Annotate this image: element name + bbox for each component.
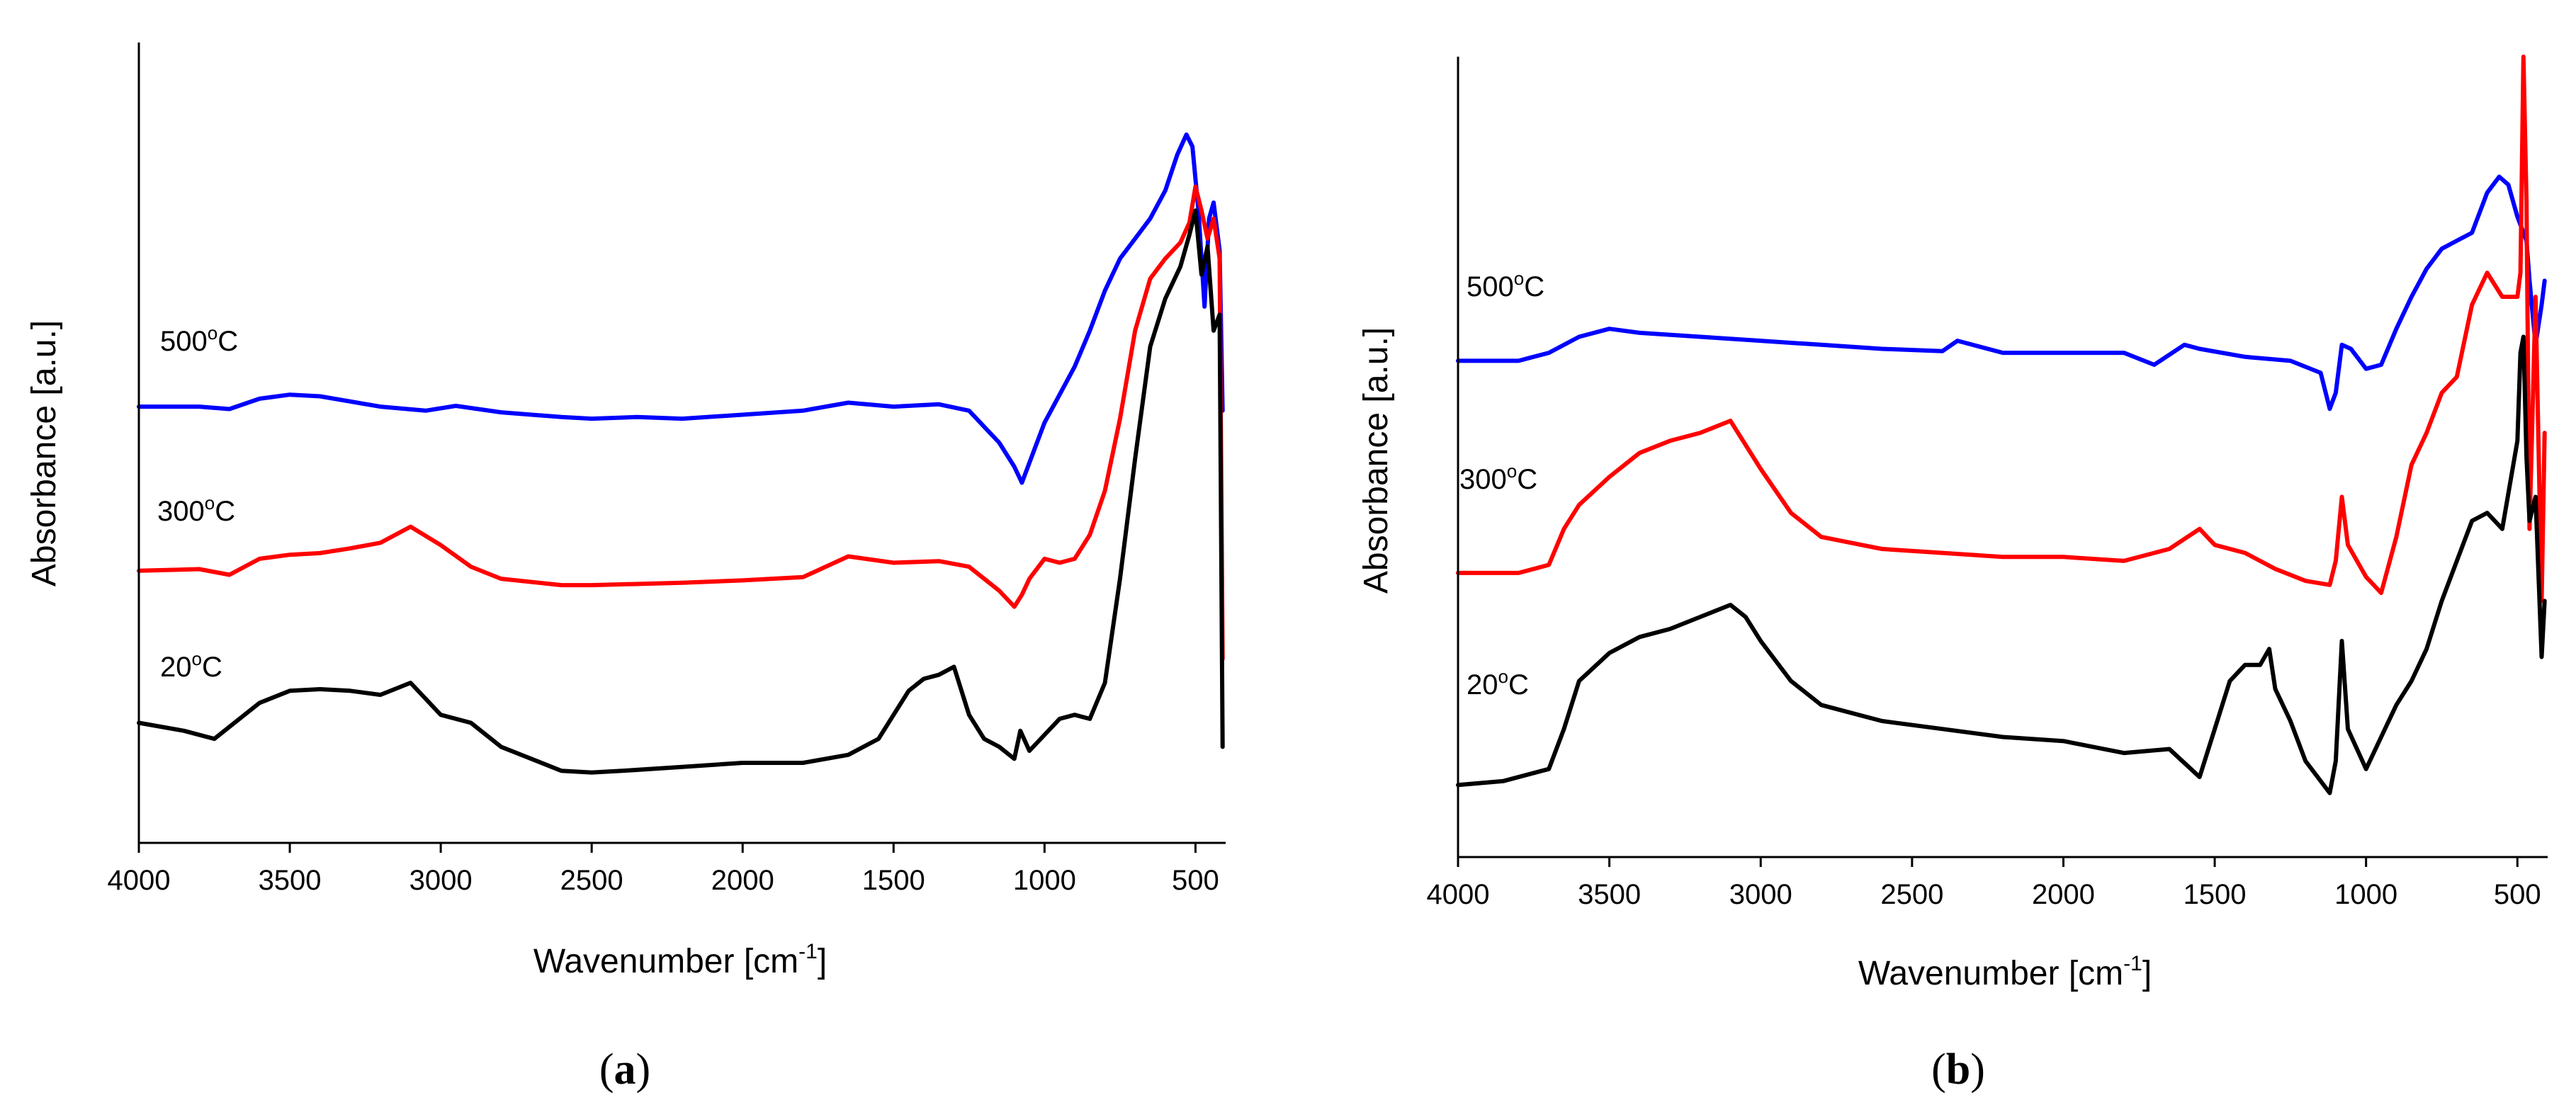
x-tick-label-3000: 3000 [409, 865, 473, 896]
series-line-20C [1456, 334, 2547, 795]
x-axis-label-tail-a: ] [818, 943, 827, 980]
panel-label-b: (b) [1931, 1045, 1985, 1094]
x-ticks-a: 4000 3500 3000 2500 2000 1500 1000 500 [108, 843, 1219, 896]
x-tick-label-500: 500 [2494, 879, 2541, 910]
panel-b: Absorbance [a.u.] 500oC 300oC 20oC 4000 350… [1357, 55, 2548, 1094]
series-line-20C [137, 208, 1225, 775]
y-axis-label-a: Absorbance [a.u.] [26, 320, 63, 586]
panel-label-a: (a) [599, 1045, 650, 1094]
x-axis-label-main-a: Wavenumber [cm [533, 943, 798, 980]
series-line-300C [137, 184, 1225, 662]
x-tick-label-1000: 1000 [1013, 865, 1076, 896]
x-tick-label-1500: 1500 [862, 865, 925, 896]
x-tick-label-2000: 2000 [711, 865, 774, 896]
x-tick-label-500: 500 [1172, 865, 1219, 896]
x-ticks-b: 4000 3500 3000 2500 2000 1500 1000 500 [1427, 857, 2541, 910]
y-axis-label-b: Absorbance [a.u.] [1357, 327, 1395, 594]
series-labels-a: 500oC 300oC 20oC [157, 322, 238, 683]
series-line-300C [1456, 55, 2547, 603]
x-axis-label-sup-b: -1 [2123, 952, 2142, 975]
series-label-300C: 300oC [1459, 460, 1537, 495]
plot-area-b: 500oC 300oC 20oC 4000 3500 3000 2500 2000 1500 1… [1427, 55, 2548, 910]
series-line-500C [1456, 174, 2547, 412]
x-tick-label-4000: 4000 [108, 865, 171, 896]
x-axis-label-main-b: Wavenumber [cm [1858, 955, 2123, 992]
x-tick-label-1500: 1500 [2184, 879, 2247, 910]
x-axis-label-sup-a: -1 [798, 940, 818, 963]
series-group-b [1456, 55, 2547, 795]
x-tick-label-3500: 3500 [259, 865, 322, 896]
x-axis-label-b: Wavenumber [cm-1] [1858, 952, 2152, 992]
x-tick-label-1000: 1000 [2334, 879, 2397, 910]
x-tick-label-4000: 4000 [1427, 879, 1490, 910]
x-axis-label-tail-b: ] [2142, 955, 2152, 992]
x-tick-label-2000: 2000 [2032, 879, 2095, 910]
series-labels-b: 500oC 300oC 20oC [1459, 268, 1544, 701]
x-tick-label-2500: 2500 [560, 865, 623, 896]
series-group-a [137, 132, 1225, 775]
plot-area-a: 500oC 300oC 20oC 4000 3500 3000 2500 2000 1500 1… [108, 42, 1226, 896]
series-label-300C: 300oC [157, 492, 235, 527]
x-tick-label-3000: 3000 [1729, 879, 1792, 910]
x-axis-label-a: Wavenumber [cm-1] [533, 940, 827, 980]
series-line-500C [137, 132, 1225, 485]
series-label-500C: 500oC [160, 322, 238, 357]
x-tick-label-2500: 2500 [1880, 879, 1943, 910]
series-label-500C: 500oC [1467, 268, 1544, 302]
series-label-20C: 20oC [160, 648, 222, 683]
panel-a: Absorbance [a.u.] 500oC 300oC 20oC 4000 350… [26, 42, 1226, 1094]
x-tick-label-3500: 3500 [1578, 879, 1641, 910]
series-label-20C: 20oC [1467, 666, 1529, 701]
